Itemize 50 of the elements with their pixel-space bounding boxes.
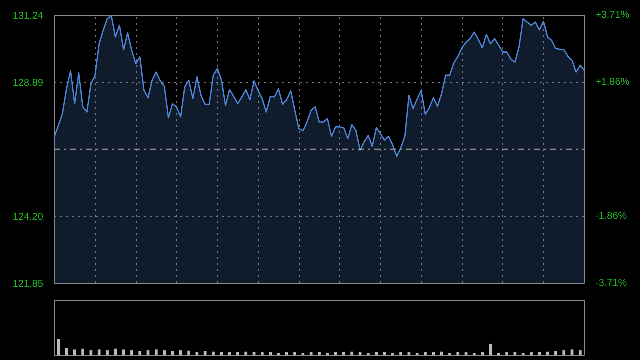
bar (318, 352, 321, 356)
bar (73, 350, 76, 356)
bar (122, 350, 126, 356)
y-tick-label: 131.24 (12, 11, 44, 22)
bar (506, 352, 508, 356)
bar (82, 348, 84, 356)
bar (212, 352, 215, 356)
y2-tick-label: +1.86% (596, 76, 630, 88)
bar (400, 352, 402, 356)
bar (350, 352, 354, 356)
bar (130, 350, 134, 356)
bar (456, 352, 460, 356)
bar (432, 352, 436, 356)
bar (554, 351, 558, 356)
bar (252, 352, 256, 356)
y-tick-label: 128.89 (12, 78, 44, 90)
bar (538, 352, 542, 356)
bar (578, 350, 582, 356)
bar (260, 352, 264, 356)
bar (204, 351, 207, 356)
bar (114, 348, 118, 356)
bar (375, 352, 378, 356)
bar (285, 352, 288, 356)
bar (570, 350, 574, 356)
bar (342, 352, 346, 356)
bar (163, 350, 166, 356)
y-tick-label: 121.85 (12, 279, 44, 290)
bar (269, 352, 272, 356)
bar (294, 352, 296, 356)
bar (220, 352, 224, 356)
bar (57, 339, 60, 356)
bar (236, 352, 240, 356)
bar (530, 352, 533, 356)
bar (188, 350, 190, 356)
y-tick-label: 124.20 (12, 212, 44, 223)
bar (424, 352, 427, 356)
bar (106, 350, 109, 356)
y2-tick-label: -3.71% (596, 278, 628, 289)
y2-tick-label: -1.86% (596, 211, 628, 222)
bar (310, 352, 313, 356)
bar (196, 352, 199, 356)
bar (562, 350, 566, 356)
bar (154, 350, 158, 356)
bar (481, 352, 484, 356)
bar (179, 350, 182, 356)
bar (514, 352, 517, 356)
bar (244, 352, 248, 356)
y2-tick-label: +3.71% (596, 10, 630, 21)
bar (138, 351, 142, 356)
bar (98, 350, 101, 356)
